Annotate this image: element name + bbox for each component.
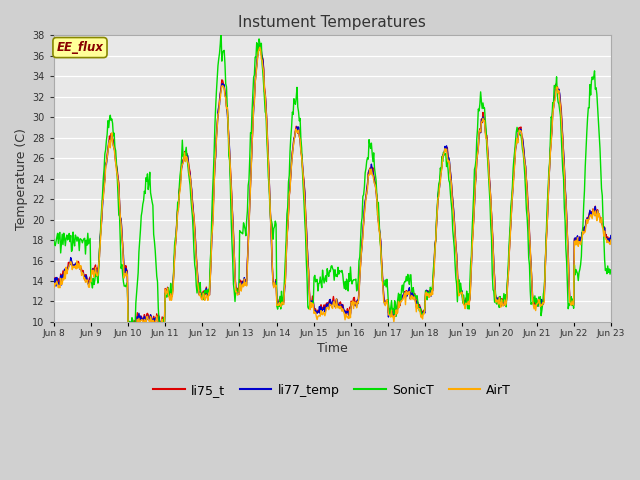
Title: Instument Temperatures: Instument Temperatures bbox=[238, 15, 426, 30]
Y-axis label: Temperature (C): Temperature (C) bbox=[15, 128, 28, 229]
X-axis label: Time: Time bbox=[317, 342, 348, 355]
Legend: li75_t, li77_temp, SonicT, AirT: li75_t, li77_temp, SonicT, AirT bbox=[148, 379, 516, 402]
Text: EE_flux: EE_flux bbox=[56, 41, 104, 54]
